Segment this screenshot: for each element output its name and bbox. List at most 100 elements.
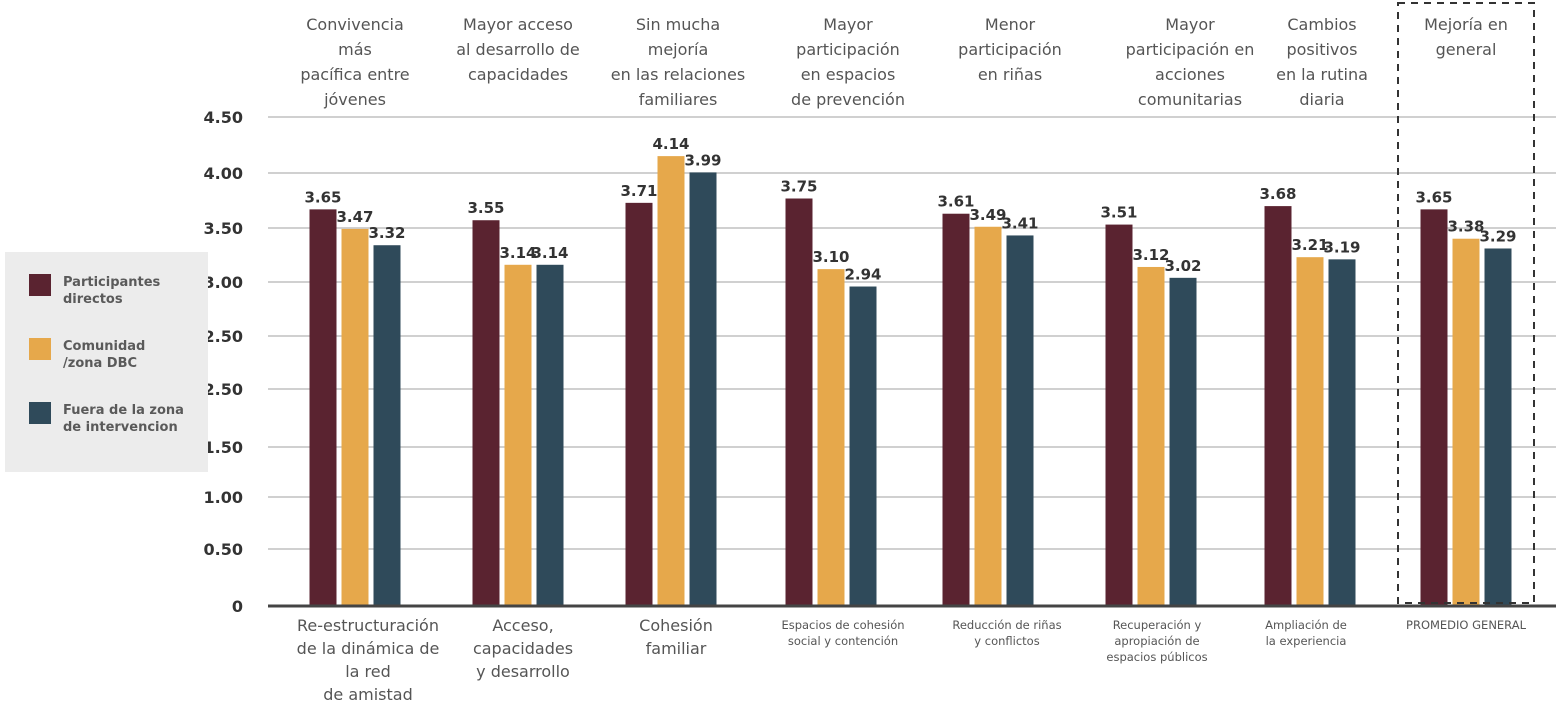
top-label-line: general — [1436, 40, 1497, 59]
bar-value-label: 3.65 — [304, 188, 341, 206]
top-label-line: Mayor — [823, 15, 873, 34]
category-label-line: Re-estructuración — [297, 616, 439, 635]
bar-value-label: 3.68 — [1259, 185, 1296, 203]
bar — [1264, 206, 1292, 606]
top-label-line: pacífica entre — [300, 65, 409, 84]
bar-value-label: 3.51 — [1100, 204, 1137, 222]
category-label-line: la experiencia — [1266, 634, 1347, 648]
bar-value-label: 3.71 — [620, 182, 657, 200]
bar-value-label: 3.14 — [531, 244, 568, 262]
bar — [817, 269, 845, 606]
top-label-line: en riñas — [978, 65, 1042, 84]
bar-value-label: 3.38 — [1447, 218, 1484, 236]
top-label-line: participación — [796, 40, 900, 59]
bar-value-label: 3.65 — [1415, 188, 1452, 206]
y-tick-label: 3.00 — [204, 273, 243, 292]
bar-value-label: 3.47 — [336, 208, 373, 226]
bar — [625, 202, 653, 606]
legend-label: Comunidad /zona DBC — [63, 339, 146, 371]
bar-value-label: 3.49 — [969, 206, 1006, 224]
bars — [309, 156, 1512, 607]
bar-value-label: 2.94 — [844, 266, 881, 284]
bar — [341, 228, 369, 606]
category-label-line: social y contención — [788, 634, 898, 648]
bar-value-label: 3.41 — [1001, 214, 1038, 232]
top-label-line: Cambios — [1287, 15, 1356, 34]
category-label-line: Recuperación y — [1113, 618, 1202, 632]
y-axis-ticks: 0 0.50 1.00 1.50 2.50 2.50 3.00 3.50 4.00 4.50 — [204, 108, 243, 616]
bar — [1484, 248, 1512, 606]
category-label-line: Reducción de riñas — [952, 618, 1061, 632]
top-label-line: positivos — [1286, 40, 1357, 59]
category-label-line: la red — [345, 662, 391, 681]
top-label-line: mejoría — [648, 40, 709, 59]
bar — [657, 156, 685, 606]
bar-value-label: 3.10 — [812, 248, 849, 266]
top-label-line: capacidades — [468, 65, 568, 84]
bar — [689, 172, 717, 607]
bar-value-label: 3.21 — [1291, 236, 1328, 254]
top-label-line: participación — [958, 40, 1062, 59]
top-label-line: Mayor — [1165, 15, 1215, 34]
top-label-line: participación en — [1126, 40, 1255, 59]
top-label-line: de prevención — [791, 90, 905, 109]
legend-swatch — [29, 274, 51, 296]
top-label-line: jóvenes — [323, 90, 386, 109]
legend: Participantes directos Comunidad /zona D… — [5, 252, 208, 472]
top-label-line: diaria — [1299, 90, 1344, 109]
category-label-line: Acceso, — [492, 616, 553, 635]
bar-value-label: 3.99 — [684, 151, 721, 169]
x-axis-category-labels: Re-estructuración de la dinámica de la red… — [297, 616, 1527, 704]
bar-value-label: 3.29 — [1479, 227, 1516, 245]
y-tick-label: 4.00 — [204, 164, 243, 183]
top-label-line: Convivencia — [306, 15, 404, 34]
bar-value-label: 3.19 — [1323, 238, 1360, 256]
category-label-line: de amistad — [323, 685, 413, 704]
top-label-line: Mayor acceso — [463, 15, 573, 34]
bar — [1328, 259, 1356, 606]
top-label-line: Sin mucha — [636, 15, 720, 34]
category-label-line: PROMEDIO GENERAL — [1406, 618, 1527, 632]
grid-lines — [268, 116, 1556, 550]
bar-value-labels: 3.65 3.473.32 3.55 3.143.14 3.71 4.143.99 3.75… — [304, 135, 1516, 283]
bar-value-label: 3.12 — [1132, 246, 1169, 264]
category-label-line: espacios públicos — [1106, 650, 1207, 664]
bar — [974, 226, 1002, 606]
bar — [1169, 277, 1197, 606]
bar-value-label: 3.55 — [467, 199, 504, 217]
legend-swatch — [29, 402, 51, 424]
bar-value-label: 3.14 — [499, 244, 536, 262]
y-tick-label: 0.50 — [204, 540, 243, 559]
top-category-labels: Convivencia más pacífica entre jóvenes Mayor… — [300, 15, 1508, 109]
y-tick-label: 0 — [232, 597, 243, 616]
legend-item-fuera-zona: Fuera de la zona de intervencion — [29, 402, 184, 436]
top-label-line: más — [338, 40, 372, 59]
legend-item-participantes: Participantes directos — [29, 274, 160, 308]
bar — [309, 209, 337, 606]
y-tick-label: 4.50 — [204, 108, 243, 127]
legend-label: Fuera de la zona de intervencion — [63, 403, 184, 435]
promedio-general-highlight-box — [1397, 2, 1535, 604]
bar — [504, 264, 532, 606]
top-label-line: acciones — [1155, 65, 1225, 84]
category-label-line: capacidades — [473, 639, 573, 658]
top-label-line: al desarrollo de — [456, 40, 580, 59]
legend-item-comunidad: Comunidad /zona DBC — [29, 338, 145, 372]
bar-value-label: 3.61 — [937, 193, 974, 211]
bar — [1452, 238, 1480, 606]
bar — [1420, 209, 1448, 606]
category-label-line: y desarrollo — [476, 662, 570, 681]
bar-value-label: 3.32 — [368, 224, 405, 242]
top-label-line: comunitarias — [1138, 90, 1242, 109]
category-label-line: Cohesión — [639, 616, 713, 635]
bar — [373, 245, 401, 606]
top-label-line: en la rutina — [1276, 65, 1368, 84]
y-tick-label: 2.50 — [204, 380, 243, 399]
bar — [1105, 224, 1133, 606]
category-label-line: y conflictos — [974, 634, 1039, 648]
legend-swatch — [29, 338, 51, 360]
y-tick-label: 1.00 — [204, 488, 243, 507]
bar — [849, 286, 877, 606]
top-label-line: Mejoría en — [1424, 15, 1508, 34]
